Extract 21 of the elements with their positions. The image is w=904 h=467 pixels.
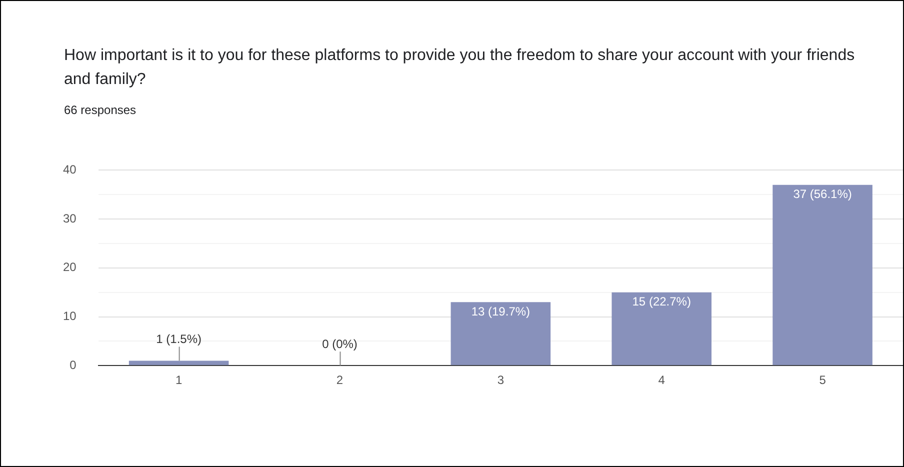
x-tick-label: 2	[336, 373, 344, 388]
bar	[612, 292, 712, 366]
x-tick-label: 3	[497, 373, 504, 388]
y-tick-label: 30	[62, 211, 77, 226]
y-tick-label: 0	[70, 358, 77, 372]
y-tick-label: 40	[62, 162, 77, 177]
chart-subtitle: 66 responses	[64, 103, 136, 117]
data-label: 1 (1.5%)	[156, 332, 202, 346]
chart-title: How important is it to you for these platforms to provide you the freedom to share your account with your friends and family?	[64, 46, 856, 90]
bar	[450, 302, 551, 366]
data-label: 15 (22.7%)	[632, 294, 691, 309]
data-label: 0 (0%)	[322, 336, 358, 351]
x-tick-label: 4	[658, 373, 666, 388]
data-label: 37 (56.1%)	[793, 187, 852, 202]
bar	[772, 184, 872, 366]
x-tick-label: 5	[819, 373, 826, 388]
y-tick-label: 10	[62, 309, 77, 324]
data-label: 13 (19.7%)	[471, 304, 530, 318]
bar	[128, 360, 229, 366]
y-tick-label: 20	[62, 260, 77, 274]
x-tick-label: 1	[175, 373, 182, 388]
